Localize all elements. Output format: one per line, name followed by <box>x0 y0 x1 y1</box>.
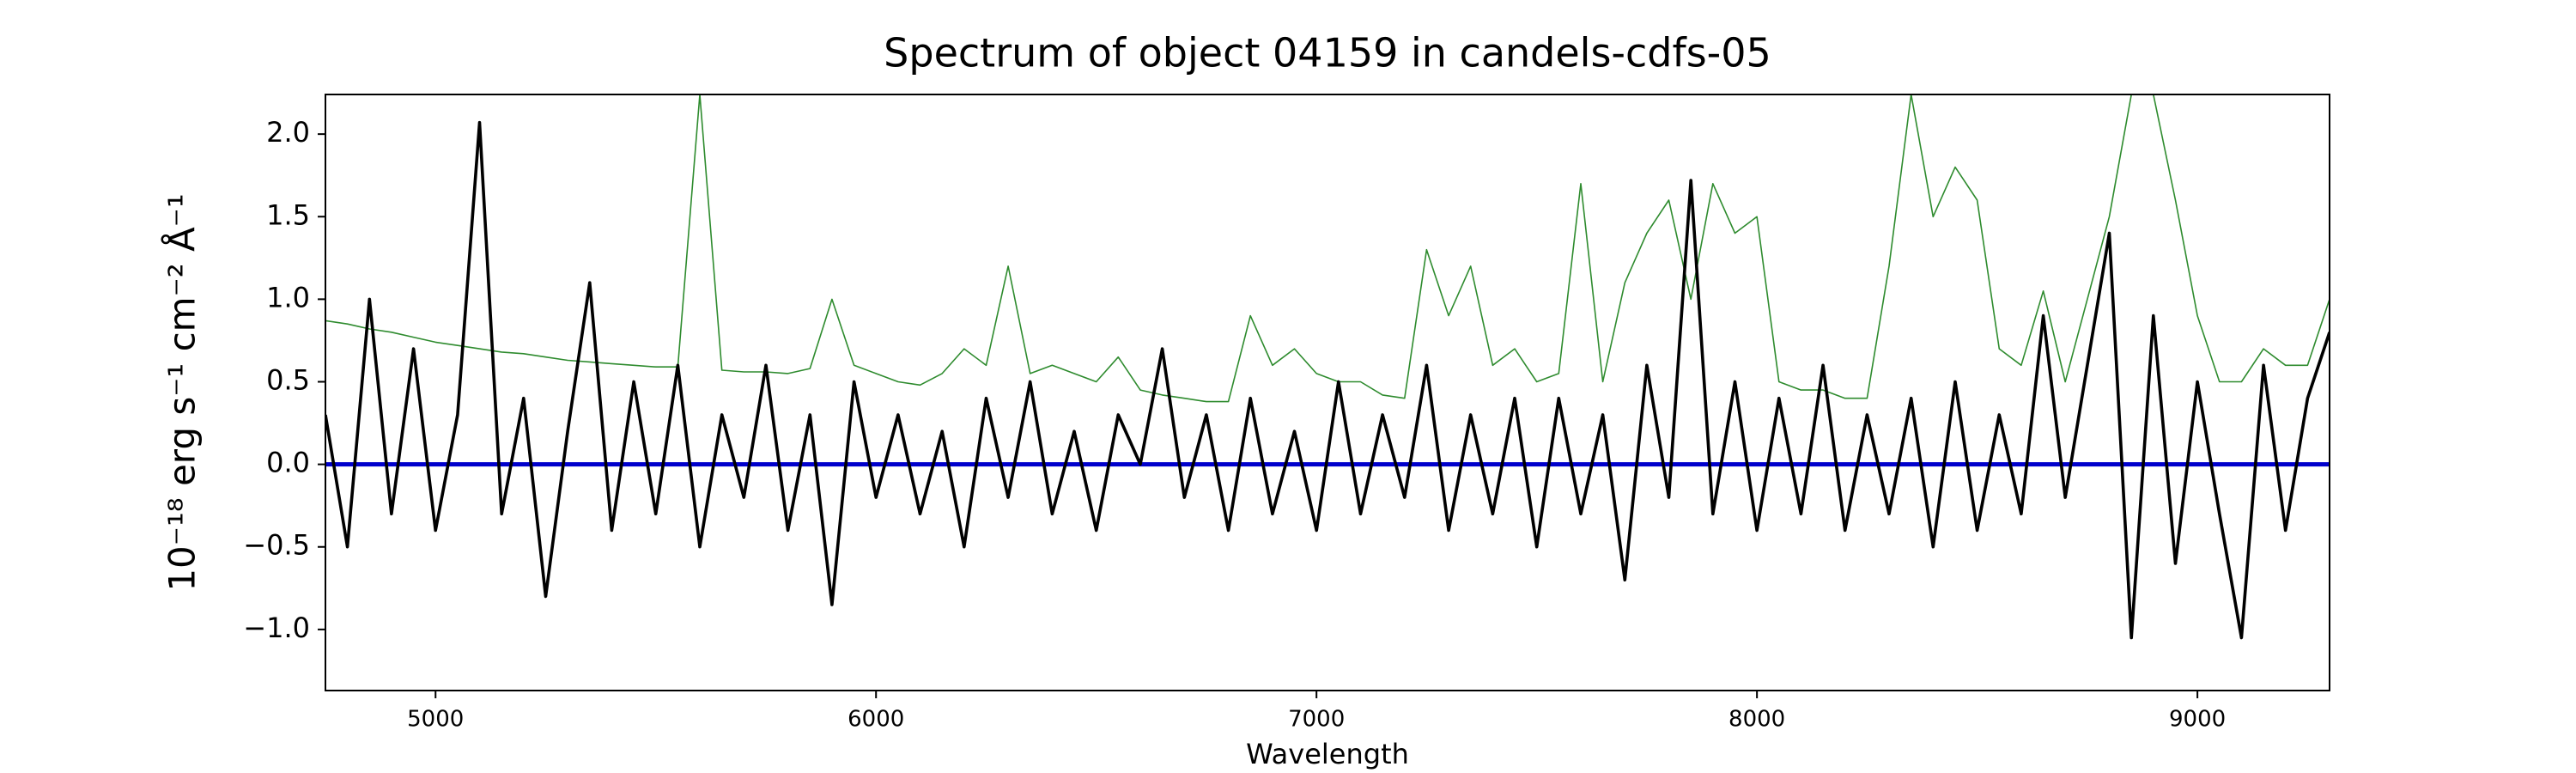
y-tick-label: 0.5 <box>266 364 310 397</box>
y-tick-label: 1.5 <box>266 198 310 231</box>
x-tick-label: 8000 <box>1728 707 1785 733</box>
y-axis-label: 10⁻¹⁸ erg s⁻¹ cm⁻² Å⁻¹ <box>161 193 204 591</box>
y-tick-label: 0.0 <box>266 447 310 479</box>
y-tick-label: 2.0 <box>266 116 310 149</box>
x-tick-label: 9000 <box>2169 707 2226 733</box>
series-line <box>325 120 2330 640</box>
y-tick-label: −0.5 <box>243 529 310 562</box>
chart-title: Spectrum of object 04159 in candels-cdfs… <box>884 30 1771 76</box>
x-axis-label: Wavelength <box>1246 738 1409 770</box>
series-line <box>325 94 2330 403</box>
x-tick-label: 7000 <box>1288 707 1345 733</box>
plot-frame <box>325 94 2330 691</box>
x-tick-label: 5000 <box>407 707 464 733</box>
y-tick-label: −1.0 <box>243 612 310 644</box>
x-tick-label: 6000 <box>848 707 904 733</box>
plot-area <box>325 94 2330 640</box>
y-tick-label: 1.0 <box>266 281 310 313</box>
